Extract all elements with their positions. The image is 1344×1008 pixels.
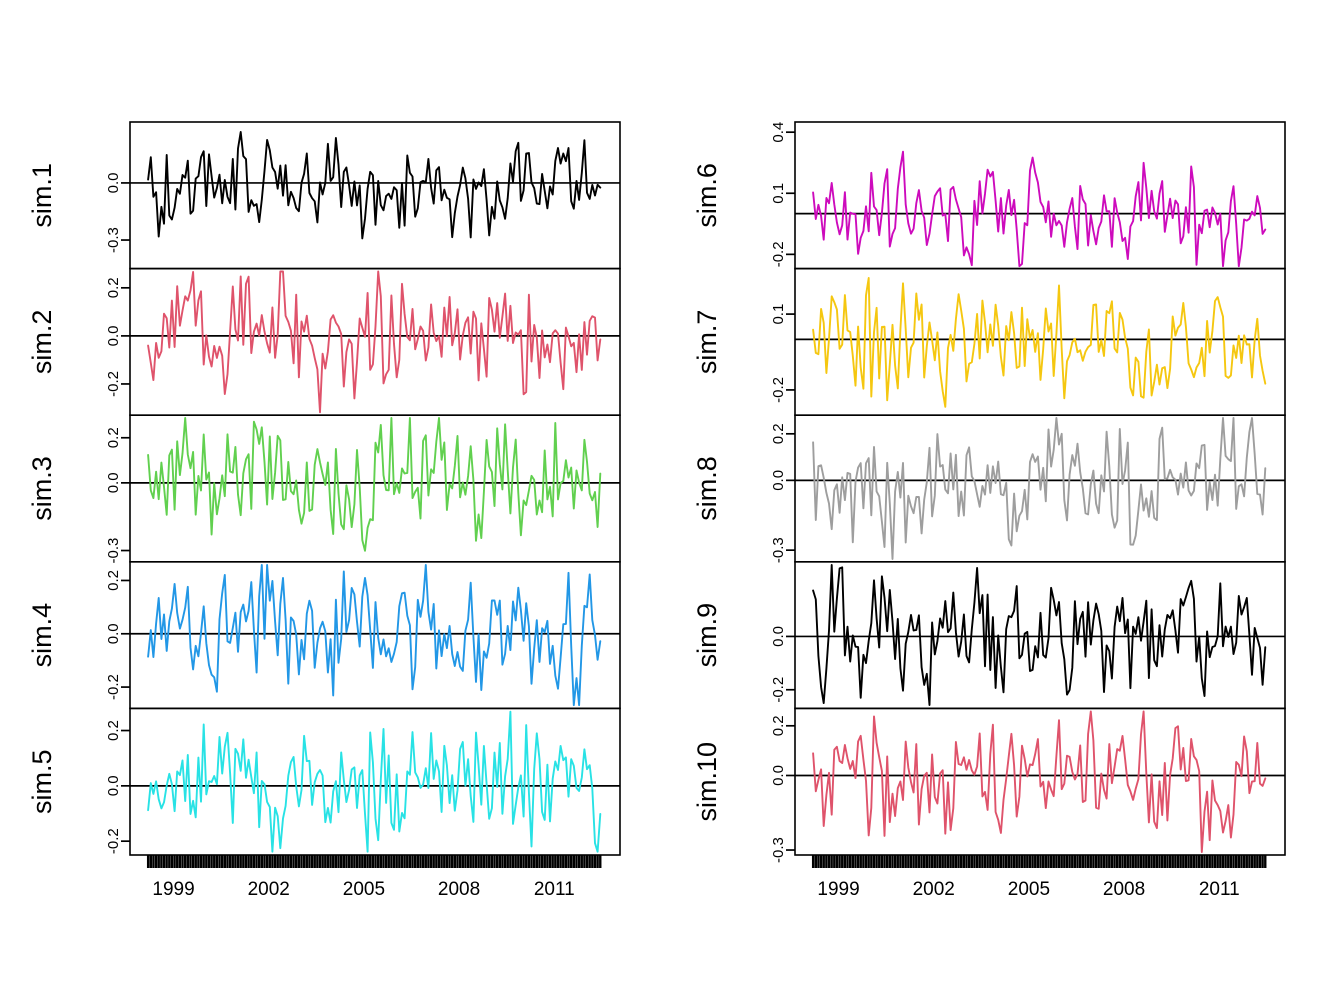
panel-sim-1: 0.0 -0.3 sim.1 xyxy=(27,121,621,270)
series-label-sim-9: sim.9 xyxy=(692,603,722,668)
y-tick-label-sim-1: 0.0 xyxy=(105,172,122,193)
y-tick-label-sim-4: 0.0 xyxy=(105,623,122,644)
series-label-sim-7: sim.7 xyxy=(692,310,722,375)
month-tick-rug xyxy=(146,855,602,868)
panel-sim-3: 0.2 0.0 -0.3 sim.3 xyxy=(27,414,621,564)
y-tick-label-sim-10: 0.2 xyxy=(770,715,787,736)
series-label-sim-8: sim.8 xyxy=(692,456,722,521)
panel-sim-6: 0.4 0.1 -0.2 sim.6 xyxy=(692,121,1286,270)
y-tick-label-sim-3: 0.2 xyxy=(105,427,122,448)
y-tick-label-sim-8: 0.0 xyxy=(770,470,787,491)
series-line-sim-8 xyxy=(812,417,1267,560)
series-label-sim-5: sim.5 xyxy=(27,749,57,814)
series-line-sim-9 xyxy=(812,564,1267,706)
panel-sim-5: 0.2 0.0 -0.2 sim.5 xyxy=(27,707,621,856)
x-year-label: 2011 xyxy=(534,879,575,900)
x-year-label: 2002 xyxy=(913,879,955,900)
panel-border-sim-1 xyxy=(129,121,621,270)
y-tick-label-sim-1: -0.3 xyxy=(105,227,122,253)
month-tick-rug xyxy=(811,855,1267,868)
y-tick-label-sim-2: -0.2 xyxy=(105,371,122,397)
y-tick-label-sim-8: 0.2 xyxy=(770,423,787,444)
series-label-sim-1: sim.1 xyxy=(27,163,57,228)
y-tick-label-sim-4: 0.2 xyxy=(105,570,122,591)
y-tick-label-sim-6: 0.1 xyxy=(770,183,787,204)
y-tick-label-sim-6: 0.4 xyxy=(770,122,787,143)
panel-sim-2: 0.2 0.0 -0.2 sim.2 xyxy=(27,267,621,417)
right-column: 0.4 0.1 -0.2 sim.6 0.1 -0.2 sim.7 0.2 0.0 -0.3 sim… xyxy=(692,121,1286,900)
x-year-label: 2011 xyxy=(1199,879,1240,900)
series-label-sim-6: sim.6 xyxy=(692,163,722,228)
x-year-label: 2005 xyxy=(343,879,385,900)
y-tick-label-sim-5: -0.2 xyxy=(105,828,122,854)
panel-sim-4: 0.2 0.0 -0.2 sim.4 xyxy=(27,560,621,710)
panel-sim-8: 0.2 0.0 -0.3 sim.8 xyxy=(692,414,1286,563)
x-year-label: 2008 xyxy=(1103,879,1145,900)
series-label-sim-3: sim.3 xyxy=(27,456,57,521)
x-year-label: 2005 xyxy=(1008,879,1050,900)
series-line-sim-5 xyxy=(147,710,602,853)
y-tick-label-sim-2: 0.2 xyxy=(105,277,122,298)
y-tick-label-sim-10: -0.3 xyxy=(770,837,787,863)
series-label-sim-2: sim.2 xyxy=(27,310,57,375)
series-line-sim-4 xyxy=(147,564,602,707)
series-line-sim-6 xyxy=(812,150,1267,268)
series-line-sim-10 xyxy=(812,710,1267,853)
y-tick-label-sim-4: -0.2 xyxy=(105,674,122,700)
series-line-sim-3 xyxy=(147,416,602,552)
x-year-label: 2008 xyxy=(438,879,480,900)
y-tick-label-sim-3: 0.0 xyxy=(105,472,122,493)
y-tick-label-sim-9: 0.0 xyxy=(770,626,787,647)
x-year-label: 1999 xyxy=(152,879,194,900)
series-line-sim-7 xyxy=(812,277,1267,408)
y-tick-label-sim-9: -0.2 xyxy=(770,677,787,703)
series-line-sim-2 xyxy=(147,270,602,414)
panel-sim-7: 0.1 -0.2 sim.7 xyxy=(692,267,1286,417)
panel-sim-9: 0.0 -0.2 sim.9 xyxy=(692,560,1286,710)
x-year-label: 1999 xyxy=(817,879,859,900)
y-tick-label-sim-6: -0.2 xyxy=(770,241,787,267)
y-tick-label-sim-8: -0.3 xyxy=(770,537,787,563)
panel-sim-10: 0.2 0.0 -0.3 sim.10 xyxy=(692,707,1286,863)
series-label-sim-10: sim.10 xyxy=(692,742,722,822)
y-tick-label-sim-7: 0.1 xyxy=(770,304,787,325)
y-tick-label-sim-2: 0.0 xyxy=(105,325,122,346)
y-tick-label-sim-3: -0.3 xyxy=(105,538,122,564)
series-label-sim-4: sim.4 xyxy=(27,603,57,668)
y-tick-label-sim-5: 0.0 xyxy=(105,775,122,796)
y-tick-label-sim-7: -0.2 xyxy=(770,377,787,403)
series-line-sim-1 xyxy=(147,131,602,240)
y-tick-label-sim-10: 0.0 xyxy=(770,765,787,786)
left-column: 0.0 -0.3 sim.1 0.2 0.0 -0.2 sim.2 0.2 0.0 -0.3 sim… xyxy=(27,121,621,900)
y-tick-label-sim-5: 0.2 xyxy=(105,720,122,741)
x-year-label: 2002 xyxy=(248,879,290,900)
